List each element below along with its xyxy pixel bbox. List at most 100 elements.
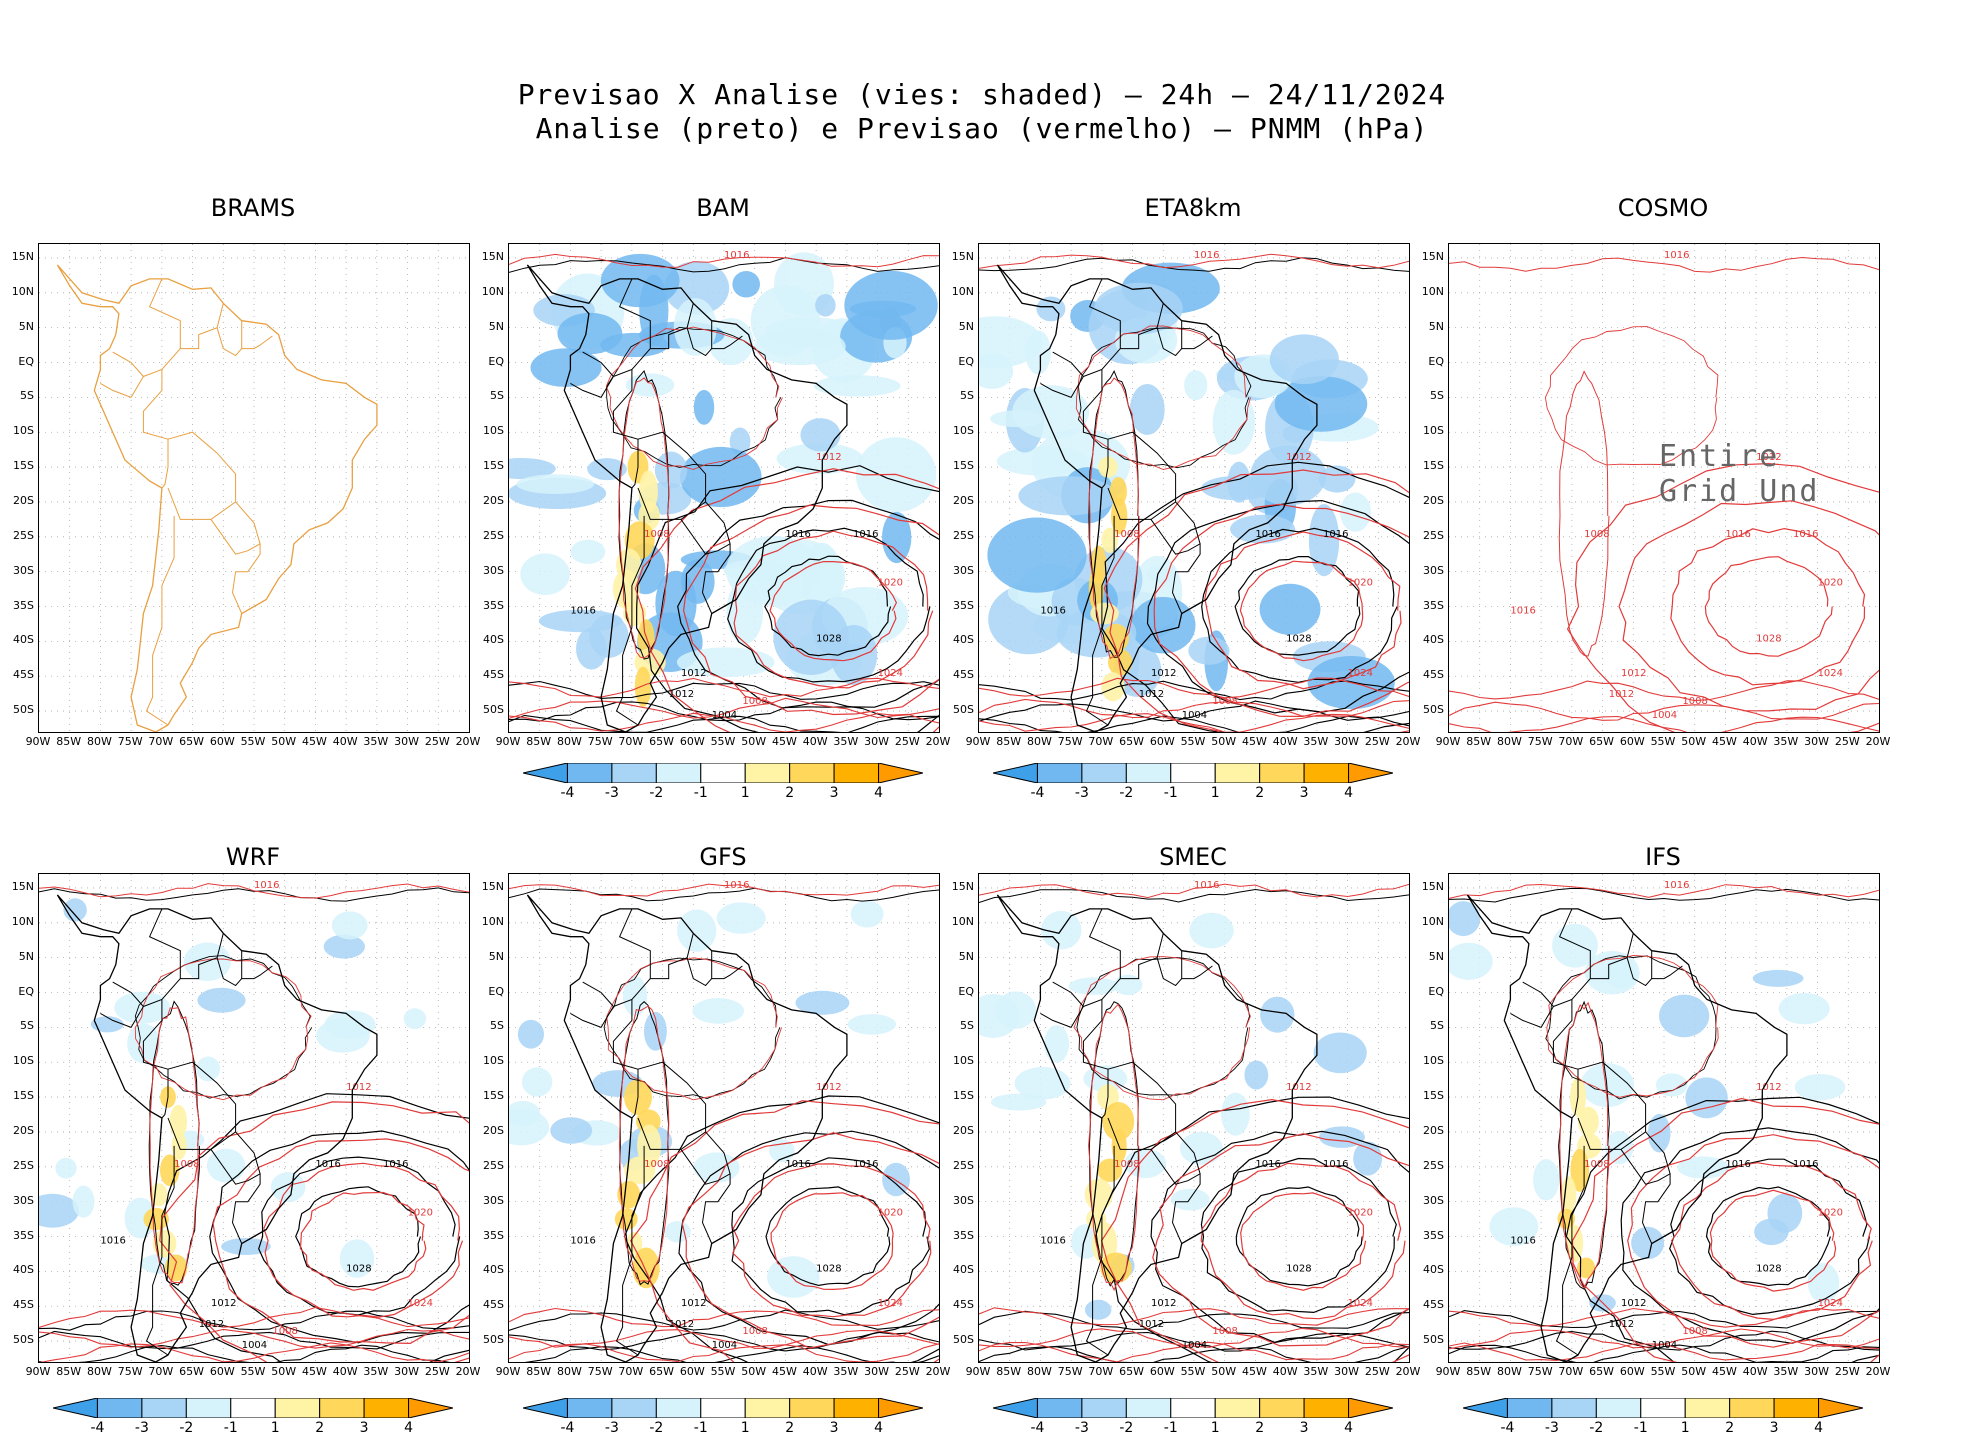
bias-shading (1449, 901, 1846, 1312)
map-frame: 1004 1008 1012 1012 1016 1020 1028 1024 1016 1008… (508, 243, 940, 733)
lon-tick-label: 65W (179, 735, 204, 748)
lon-tick-label: 25W (1364, 1365, 1390, 1378)
colorbar-arrow-high (1348, 763, 1393, 783)
colorbar-tick-label: -1 (693, 1420, 708, 1436)
colorbar-swatch (1773, 1398, 1820, 1418)
isobars (1449, 256, 1879, 732)
lon-tick-label: 80W (1496, 735, 1522, 748)
isobar-label: 1028 (1286, 1263, 1311, 1274)
colorbar-tick-label: -4 (1030, 1420, 1045, 1436)
colorbar-arrow-low (993, 1398, 1038, 1418)
isobar-label: 1008 (174, 1159, 199, 1170)
lat-tick-label: 15S (1423, 459, 1444, 473)
lat-tick-label: 50S (953, 1333, 974, 1347)
lat-tick-label: EQ (1428, 984, 1444, 998)
lon-tick-label: 90W (965, 1365, 991, 1378)
isobars (509, 253, 939, 732)
isobar-label: 1012 (816, 452, 841, 463)
colorbar-swatch (655, 763, 702, 783)
lon-tick-label: 30W (864, 1365, 889, 1378)
isobar-label: 1016 (100, 1235, 125, 1246)
map-frame: 1004 1008 1012 1012 1016 1020 1028 1024 1016 1008… (1448, 243, 1880, 733)
isobar-label: 1008 (1584, 529, 1609, 540)
lon-tick-label: 85W (526, 735, 552, 748)
lon-tick-label: 90W (495, 1365, 521, 1378)
colorbar-swatches (1463, 1398, 1863, 1418)
colorbar-tick-label: 2 (785, 1420, 795, 1436)
isobar-label: 1012 (1621, 1298, 1646, 1309)
lon-tick-label: 55W (1180, 1365, 1206, 1378)
lon-tick-label: 85W (996, 735, 1022, 748)
colorbar-swatch (230, 1398, 276, 1418)
colorbar-swatch (319, 1398, 365, 1418)
lon-tick-label: 85W (1466, 735, 1492, 748)
isobar-label: 1008 (1584, 1159, 1609, 1170)
colorbar-swatch (1081, 1398, 1127, 1418)
colorbar-tick-label: -3 (1074, 785, 1089, 801)
lon-tick-label: 65W (649, 735, 674, 748)
colorbar-tick-label: 3 (359, 1420, 369, 1436)
lon-tick-label: 45W (1711, 735, 1737, 748)
coastline (526, 894, 848, 1362)
colorbar-swatch (1684, 1398, 1731, 1418)
colorbar-swatch (1214, 1398, 1261, 1418)
colorbar-swatch (1259, 763, 1305, 783)
graticule (39, 244, 469, 732)
lat-tick-label: 25S (953, 1158, 974, 1172)
lat-tick-label: 15N (481, 249, 504, 263)
colorbar-swatch (141, 1398, 187, 1418)
lat-tick-label: 15N (1421, 249, 1444, 263)
lon-tick-label: 40W (332, 735, 358, 748)
lat-tick-label: 20S (1423, 493, 1444, 507)
lon-tick-label: 85W (1466, 1365, 1492, 1378)
lon-tick-label: 40W (332, 1365, 358, 1378)
lon-tick-label: 80W (556, 1365, 582, 1378)
colorbar-tick-label: 2 (315, 1420, 325, 1436)
isobar-label: 1016 (785, 529, 810, 540)
isobar-label: 1024 (1818, 1298, 1843, 1309)
colorbar-swatch (1170, 1398, 1216, 1418)
colorbar-tick-label: 4 (874, 785, 883, 801)
isobar-label: 1004 (1652, 710, 1677, 721)
lat-tick-label: 50S (483, 1333, 504, 1347)
colorbar-swatch (833, 1398, 880, 1418)
colorbar-tick-label: -1 (693, 785, 708, 801)
bias-shading (979, 910, 1383, 1320)
colorbar: -4 -3 -2 -1 1 2 3 4 (993, 1398, 1393, 1440)
colorbar-tick-label: 1 (270, 1420, 280, 1436)
lat-tick-label: 25S (13, 528, 34, 542)
lon-tick-label: 40W (1272, 735, 1298, 748)
lat-tick-label: 10S (13, 1054, 34, 1068)
isobar-label: 1016 (1255, 529, 1280, 540)
coastline (56, 894, 378, 1362)
colorbar-tick-label: -1 (1163, 785, 1178, 801)
isobar-label: 1008 (1212, 696, 1237, 707)
lat-tick-label: 45S (953, 668, 974, 682)
isobars (979, 253, 1409, 732)
colorbar-tick-label: 4 (1344, 785, 1353, 801)
isobar-label: 1016 (1664, 250, 1689, 261)
isobar-label: 1016 (1255, 1159, 1280, 1170)
lon-tick-label: 40W (1272, 1365, 1298, 1378)
lon-tick-label: 35W (833, 735, 859, 748)
lon-tick-label: 90W (965, 735, 991, 748)
lat-tick-label: 15N (11, 879, 34, 893)
colorbar-arrow-high (1348, 1398, 1393, 1418)
lon-tick-label: 45W (301, 1365, 327, 1378)
lon-tick-label: 35W (363, 1365, 389, 1378)
isobar-label: 1016 (570, 1235, 595, 1246)
lat-tick-label: 25S (1423, 1158, 1444, 1172)
lon-tick-label: 75W (1527, 1365, 1553, 1378)
lat-tick-label: 10S (1423, 1054, 1444, 1068)
lat-tick-label: 10N (481, 914, 504, 928)
map-canvas: 1004 1008 1012 1012 1016 1020 1028 1024 1016 1008… (1449, 244, 1879, 732)
colorbar-swatch (1214, 763, 1261, 783)
isobar-labels: 1004 1008 1012 1012 1016 1020 1028 1024 1016 1008… (1040, 880, 1373, 1351)
isobar-labels: 1004 1008 1012 1012 1016 1020 1028 1024 1016 1008… (570, 880, 903, 1351)
isobar-label: 1008 (272, 1326, 297, 1337)
lat-tick-label: 30S (1423, 1193, 1444, 1207)
lat-tick-label: 40S (953, 633, 974, 647)
isobar-label: 1016 (1040, 605, 1065, 616)
colorbar: -4 -3 -2 -1 1 2 3 4 (53, 1398, 453, 1440)
lon-tick-label: 70W (618, 735, 644, 748)
